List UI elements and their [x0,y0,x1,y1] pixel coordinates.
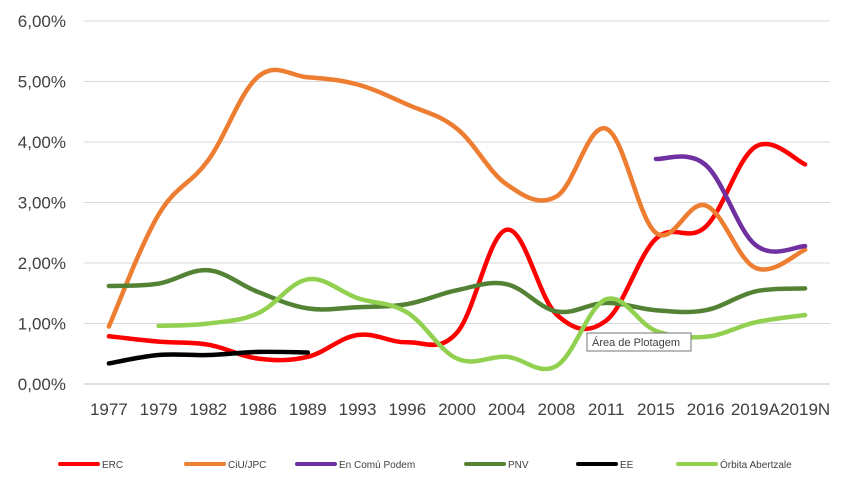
x-tick-label: 2016 [687,400,725,419]
y-tick-label: 4,00% [18,133,66,152]
x-tick-label: 2004 [488,400,526,419]
legend-label-orbita-abertzale: Órbita Abertzale [720,458,792,471]
y-tick-label: 1,00% [18,315,66,334]
plot-area-tooltip: Área de Plotagem [586,332,692,352]
x-tick-label: 2019N [780,400,830,419]
x-tick-label: 2008 [538,400,576,419]
legend-label-en-comu-podem: En Comú Podem [339,460,415,471]
x-tick-label: 1993 [339,400,377,419]
x-tick-label: 1982 [189,400,227,419]
legend-label-ciu-jpc: CiU/JPC [228,460,266,471]
tooltip-box [586,332,692,352]
y-tick-label: 2,00% [18,254,66,273]
y-tick-label: 5,00% [18,73,66,92]
tooltip-text: Área de Plotagem [592,336,680,349]
y-tick-label: 0,00% [18,375,66,394]
x-tick-label: 2011 [588,400,625,419]
series-line-erc [106,141,808,363]
y-axis-tick-labels: 0,00% 1,00% 2,00% 3,00% 4,00% 5,00% 6,00% [18,12,66,394]
x-tick-label: 1996 [388,400,426,419]
x-tick-label: 2019A [731,400,781,419]
legend: ERC CiU/JPC En Comú Podem PNV EE Órbita Abert… [58,458,792,471]
y-tick-label: 3,00% [18,194,66,213]
x-tick-label: 2015 [637,400,675,419]
x-tick-label: 1986 [239,400,277,419]
series-line-ciu-jpc [106,67,808,329]
series-lines [106,67,808,372]
legend-label-pnv: PNV [508,460,529,471]
series-line-en-comu-podem [653,154,808,254]
x-tick-label: 1979 [140,400,178,419]
legend-label-ee: EE [620,460,634,471]
series-line-pnv [106,268,808,315]
y-tick-label: 6,00% [18,12,66,31]
series-line-orbita-abertzale [156,276,808,372]
x-tick-label: 1977 [90,400,128,419]
x-tick-label: 2000 [438,400,476,419]
x-tick-label: 1989 [289,400,327,419]
x-axis-tick-labels: 1977 1979 1982 1986 1989 1993 1996 2000 2004 2008… [90,400,830,419]
series-line-ee [106,349,311,366]
legend-label-erc: ERC [102,460,123,471]
